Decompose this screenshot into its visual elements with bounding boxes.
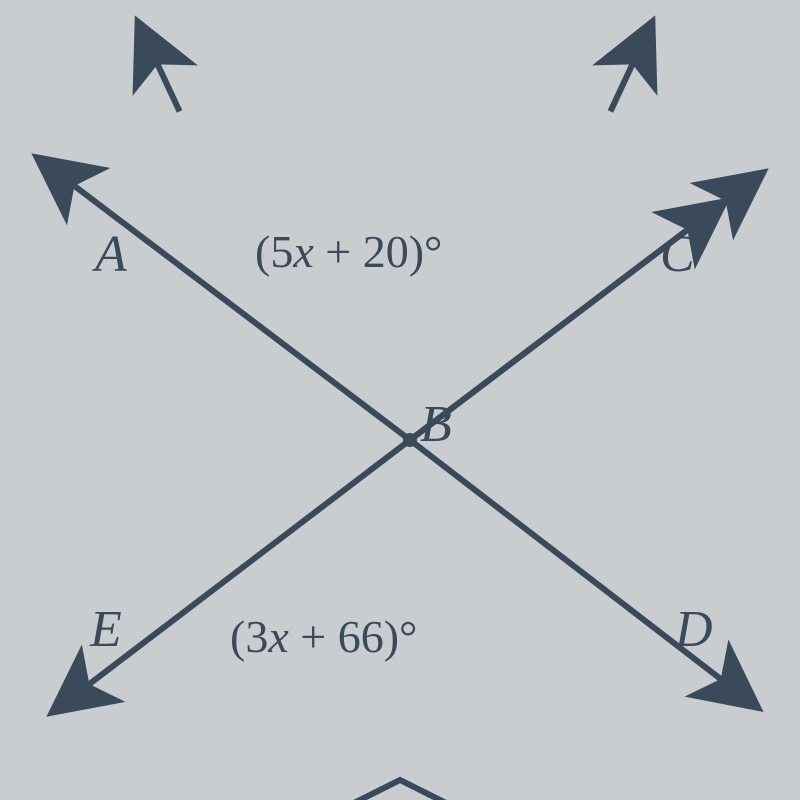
geometry-svg bbox=[0, 0, 800, 800]
expr-part: (5 bbox=[255, 226, 293, 277]
ray-c-inner-arrow bbox=[410, 219, 702, 440]
expr-variable: x bbox=[268, 611, 288, 662]
ray-a bbox=[60, 175, 410, 440]
cropped-arrow-top-0 bbox=[150, 48, 180, 111]
diagram-container: ACEDB (5x + 20)°(3x + 66)° bbox=[0, 0, 800, 800]
point-label-d: D bbox=[675, 600, 713, 659]
point-label-c: C bbox=[660, 225, 695, 284]
angle-expression-0: (5x + 20)° bbox=[255, 225, 442, 278]
expr-part: (3 bbox=[230, 611, 268, 662]
cropped-caret-bottom bbox=[280, 780, 520, 800]
center-label: B bbox=[420, 395, 452, 454]
expr-part: + 20)° bbox=[314, 226, 443, 277]
point-label-e: E bbox=[90, 600, 122, 659]
expr-variable: x bbox=[293, 226, 313, 277]
angle-expression-1: (3x + 66)° bbox=[230, 610, 417, 663]
expr-part: + 66)° bbox=[289, 611, 418, 662]
point-label-a: A bbox=[95, 225, 127, 284]
cropped-arrow-top-1 bbox=[610, 48, 640, 111]
